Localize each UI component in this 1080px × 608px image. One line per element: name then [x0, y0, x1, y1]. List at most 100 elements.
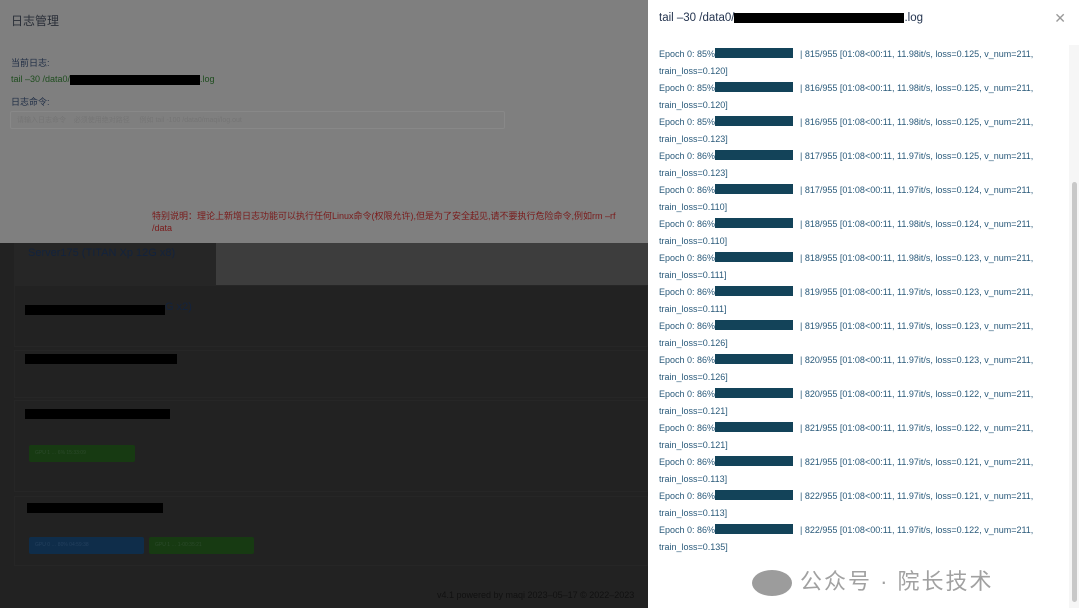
drawer-title-prefix: tail –30 /data0/: [659, 12, 735, 24]
progress-bar: [715, 320, 794, 330]
current-log-value: tail –30 /data0/ .log: [11, 74, 215, 85]
progress-detail: | 815/955 [01:08<00:11, 11.98it/s, loss=…: [800, 49, 1034, 59]
footer-version: v4.1 powered by maqi 2023–05–17 © 2022–2…: [437, 590, 635, 600]
log-management-modal: 日志管理 当前日志: tail –30 /data0/ .log 日志命令: 特别…: [0, 0, 648, 243]
epoch-label: Epoch 0: 86%: [659, 253, 716, 263]
log-line-cont: train_loss=0.121]: [659, 406, 728, 416]
server-card: GPU 0 … 80% 04:59:38 GPU 1 … 1-00:35:21: [14, 496, 648, 566]
log-line: Epoch 0: 86% | 819/955 [01:08<00:11, 11.9…: [659, 318, 1059, 335]
progress-bar: [715, 48, 794, 58]
redaction: [25, 305, 165, 315]
progress-bar: [715, 524, 794, 534]
progress-bar: [715, 218, 794, 228]
wechat-icon: [752, 570, 792, 597]
drawer-title-suffix: .log: [904, 12, 923, 24]
log-line-cont: train_loss=0.126]: [659, 372, 728, 382]
log-line-cont: train_loss=0.113]: [659, 508, 728, 518]
progress-bar: [715, 252, 794, 262]
log-line-cont: train_loss=0.123]: [659, 134, 728, 144]
modal-title: 日志管理: [11, 14, 60, 28]
log-line: Epoch 0: 86% | 820/955 [01:08<00:11, 11.9…: [659, 386, 1059, 403]
server-card: G x2): [14, 285, 648, 347]
drawer-title: tail –30 /data0/ .log: [659, 12, 923, 24]
server-tab-label: Server175 (TITAN Xp 12G x8): [28, 247, 176, 259]
progress-bar: [715, 388, 794, 398]
server-tab[interactable]: Server175 (TITAN Xp 12G x8): [14, 243, 216, 285]
progress-detail: | 817/955 [01:08<00:11, 11.97it/s, loss=…: [800, 151, 1034, 161]
redaction: [25, 409, 170, 419]
log-line-cont: train_loss=0.121]: [659, 440, 728, 450]
epoch-label: Epoch 0: 86%: [659, 321, 716, 331]
log-line: Epoch 0: 86% | 819/955 [01:08<00:11, 11.9…: [659, 284, 1059, 301]
log-line-cont: train_loss=0.123]: [659, 168, 728, 178]
epoch-label: Epoch 0: 86%: [659, 219, 716, 229]
progress-bar: [715, 82, 794, 92]
epoch-label: Epoch 0: 86%: [659, 491, 716, 501]
progress-detail: | 816/955 [01:08<00:11, 11.98it/s, loss=…: [800, 117, 1034, 127]
progress-bar: [715, 184, 794, 194]
progress-bar: [715, 354, 794, 364]
epoch-label: Epoch 0: 86%: [659, 151, 716, 161]
progress-bar: [715, 422, 794, 432]
redaction: [27, 503, 163, 513]
epoch-label: Epoch 0: 85%: [659, 83, 716, 93]
progress-bar: [715, 490, 794, 500]
progress-bar: [715, 150, 794, 160]
log-line: Epoch 0: 85% | 816/955 [01:08<00:11, 11.9…: [659, 80, 1059, 97]
epoch-label: Epoch 0: 86%: [659, 525, 716, 535]
gpu-badge[interactable]: GPU 1 … 1-00:35:21: [149, 537, 254, 554]
redaction: [70, 74, 201, 85]
log-line: Epoch 0: 86% | 817/955 [01:08<00:11, 11.9…: [659, 182, 1059, 199]
log-line: Epoch 0: 86% | 817/955 [01:08<00:11, 11.9…: [659, 148, 1059, 165]
log-drawer: tail –30 /data0/ .log ✕ Epoch 0: 85% | 815…: [648, 0, 1080, 608]
epoch-label: Epoch 0: 86%: [659, 355, 716, 365]
log-line-cont: train_loss=0.111]: [659, 304, 727, 314]
epoch-label: Epoch 0: 86%: [659, 389, 716, 399]
progress-detail: | 817/955 [01:08<00:11, 11.97it/s, loss=…: [800, 185, 1034, 195]
gpu-badge[interactable]: GPU 0 … 80% 04:59:38: [29, 537, 144, 554]
progress-detail: | 820/955 [01:08<00:11, 11.97it/s, loss=…: [800, 389, 1034, 399]
watermark-text: 公众号 · 院长技术: [800, 569, 994, 594]
current-log-suffix: .log: [200, 74, 215, 84]
epoch-label: Epoch 0: 85%: [659, 117, 716, 127]
command-label: 日志命令:: [11, 97, 50, 107]
progress-detail: | 819/955 [01:08<00:11, 11.97it/s, loss=…: [800, 321, 1034, 331]
progress-detail: | 821/955 [01:08<00:11, 11.97it/s, loss=…: [800, 457, 1034, 467]
log-line: Epoch 0: 86% | 818/955 [01:08<00:11, 11.9…: [659, 216, 1059, 233]
log-line: Epoch 0: 85% | 815/955 [01:08<00:11, 11.9…: [659, 46, 1059, 63]
log-line-cont: train_loss=0.135]: [659, 542, 728, 552]
gpu-badge[interactable]: GPU 1 … 6% 15:33:09: [29, 445, 135, 462]
log-output: Epoch 0: 85% | 815/955 [01:08<00:11, 11.9…: [659, 46, 1059, 556]
log-line: Epoch 0: 86% | 818/955 [01:08<00:11, 11.9…: [659, 250, 1059, 267]
log-line-cont: train_loss=0.113]: [659, 474, 728, 484]
log-line-cont: train_loss=0.120]: [659, 66, 728, 76]
epoch-label: Epoch 0: 85%: [659, 49, 716, 59]
log-line-cont: train_loss=0.111]: [659, 270, 727, 280]
watermark: 公众号 · 院长技术: [752, 568, 994, 597]
log-line: Epoch 0: 85% | 816/955 [01:08<00:11, 11.9…: [659, 114, 1059, 131]
progress-bar: [715, 456, 794, 466]
epoch-label: Epoch 0: 86%: [659, 185, 716, 195]
log-line: Epoch 0: 86% | 822/955 [01:08<00:11, 11.9…: [659, 488, 1059, 505]
log-line: Epoch 0: 86% | 820/955 [01:08<00:11, 11.9…: [659, 352, 1059, 369]
log-line: Epoch 0: 86% | 821/955 [01:08<00:11, 11.9…: [659, 420, 1059, 437]
scrollbar-thumb[interactable]: [1072, 182, 1077, 602]
log-line-cont: train_loss=0.126]: [659, 338, 728, 348]
progress-bar: [715, 286, 794, 296]
progress-detail: | 816/955 [01:08<00:11, 11.98it/s, loss=…: [800, 83, 1034, 93]
epoch-label: Epoch 0: 86%: [659, 457, 716, 467]
server-name-suffix: G x2): [165, 301, 192, 313]
current-log-prefix: tail –30 /data0/: [11, 74, 71, 84]
progress-detail: | 818/955 [01:08<00:11, 11.98it/s, loss=…: [800, 253, 1034, 263]
epoch-label: Epoch 0: 86%: [659, 287, 716, 297]
progress-detail: | 822/955 [01:08<00:11, 11.97it/s, loss=…: [800, 491, 1034, 501]
progress-bar: [715, 116, 794, 126]
server-card: [14, 350, 648, 398]
close-icon[interactable]: ✕: [1054, 10, 1066, 26]
server-card: GPU 1 … 6% 15:33:09: [14, 400, 648, 492]
log-command-input[interactable]: [10, 111, 505, 129]
epoch-label: Epoch 0: 86%: [659, 423, 716, 433]
progress-detail: | 818/955 [01:08<00:11, 11.98it/s, loss=…: [800, 219, 1034, 229]
progress-detail: | 820/955 [01:08<00:11, 11.97it/s, loss=…: [800, 355, 1034, 365]
log-line-cont: train_loss=0.120]: [659, 100, 728, 110]
